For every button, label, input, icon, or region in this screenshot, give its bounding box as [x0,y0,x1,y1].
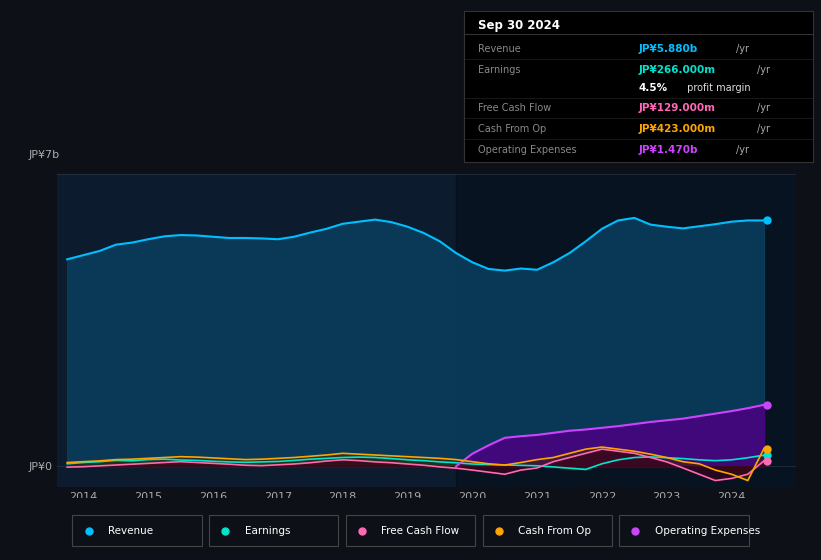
Text: JP¥266.000m: JP¥266.000m [639,65,715,75]
Text: Cash From Op: Cash From Op [518,526,591,535]
Text: /yr: /yr [736,145,749,155]
Text: /yr: /yr [757,65,770,75]
Text: profit margin: profit margin [684,83,750,94]
Text: Operating Expenses: Operating Expenses [478,145,576,155]
Text: JP¥7b: JP¥7b [29,150,60,160]
Bar [346,515,475,546]
Bar [209,515,338,546]
Bar [456,174,821,487]
Text: Cash From Op: Cash From Op [478,124,546,134]
Text: Revenue: Revenue [478,44,521,54]
Text: Free Cash Flow: Free Cash Flow [381,526,460,535]
Bar [72,515,202,546]
Bar [483,515,612,546]
Text: JP¥5.880b: JP¥5.880b [639,44,698,54]
Text: /yr: /yr [757,124,770,134]
Text: Earnings: Earnings [245,526,290,535]
Text: JP¥1.470b: JP¥1.470b [639,145,698,155]
Text: Operating Expenses: Operating Expenses [654,526,760,535]
Text: 4.5%: 4.5% [639,83,667,94]
Text: Revenue: Revenue [108,526,153,535]
Text: /yr: /yr [757,103,770,113]
Text: Earnings: Earnings [478,65,521,75]
Text: Free Cash Flow: Free Cash Flow [478,103,551,113]
Text: JP¥129.000m: JP¥129.000m [639,103,715,113]
Text: Sep 30 2024: Sep 30 2024 [478,18,560,32]
Text: /yr: /yr [736,44,749,54]
Bar [619,515,749,546]
Text: JP¥423.000m: JP¥423.000m [639,124,716,134]
